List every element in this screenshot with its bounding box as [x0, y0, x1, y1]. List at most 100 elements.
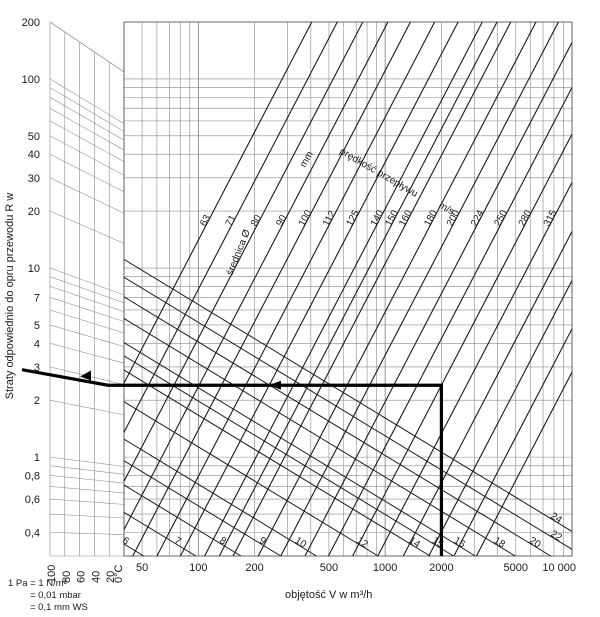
- y-tick-label: 10: [28, 263, 40, 275]
- velocity-line-22: [123, 276, 573, 550]
- x-tick-label: 50: [136, 562, 148, 574]
- example-arrow-main: [268, 380, 281, 390]
- y-tick-label: 0,8: [25, 470, 40, 482]
- temperature-grid-line: [49, 465, 125, 475]
- x-tick-label: 5000: [504, 562, 528, 574]
- temperature-grid-line: [49, 309, 125, 334]
- diameter-line-100: [132, 21, 411, 557]
- y-tick-label: 7: [34, 292, 40, 304]
- diameter-label-90: 90: [274, 213, 289, 228]
- velocity-label-18: 18: [492, 535, 508, 550]
- diameter-line-180: [257, 21, 537, 557]
- temperature-grid-line: [49, 297, 125, 322]
- diameter-line-112: [156, 21, 436, 557]
- diameter-header: średnica Ø: [225, 228, 253, 277]
- temperature-grid-line: [49, 210, 125, 244]
- velocity-line-15: [123, 355, 454, 557]
- temperature-grid-line: [49, 267, 125, 296]
- diameter-line-160: [232, 21, 512, 557]
- temperature-grid-line: [49, 456, 125, 467]
- temperature-grid-line: [49, 475, 125, 484]
- temperature-grid-line: [49, 21, 125, 73]
- y-tick-label: 3: [34, 362, 40, 374]
- diameter-line-90: [123, 21, 389, 530]
- temperature-grid-line: [49, 87, 125, 132]
- temperature-grid-line: [49, 135, 125, 176]
- axis-ticks: 100 80 60 40 200,40,60,812345710203040501002…: [22, 17, 576, 583]
- example-path: [21, 368, 444, 556]
- unit-note-line-3: = 0,1 mm WS: [30, 602, 88, 613]
- plot-frame: [123, 21, 573, 557]
- temperature-tick-label: 20: [105, 571, 117, 583]
- temperature-unit-label: 0°C: [113, 564, 125, 583]
- x-tick-label: 1000: [373, 562, 397, 574]
- diameter-line-250: [327, 87, 573, 557]
- temperature-correction-grid: [49, 21, 125, 557]
- velocity-line-10: [123, 438, 317, 557]
- temperature-grid-line: [49, 120, 125, 162]
- temperature-tick-label: 80: [61, 571, 73, 583]
- y-tick-label: 20: [28, 206, 40, 218]
- x-tick-label: 2000: [429, 562, 453, 574]
- diameter-label-63: 63: [198, 213, 213, 228]
- temperature-grid-line: [49, 286, 125, 312]
- velocity-label-10: 10: [293, 535, 309, 550]
- x-tick-label: 500: [320, 562, 338, 574]
- x-tick-label: 100: [189, 562, 207, 574]
- diameter-label-80: 80: [249, 213, 264, 228]
- velocity-line-9: [123, 460, 282, 557]
- velocity-line-12: [123, 401, 379, 557]
- example-path-line: [21, 368, 444, 556]
- x-axis-title: objętość V w m³/h: [285, 589, 372, 601]
- y-tick-label: 1: [34, 452, 40, 464]
- temperature-grid-line: [49, 513, 125, 519]
- main-grid: [123, 21, 573, 557]
- diameter-line-150: [218, 21, 498, 557]
- temperature-grid-line: [49, 532, 125, 535]
- temperature-grid-line: [49, 78, 125, 124]
- diameter-line-80: [123, 21, 364, 482]
- temperature-tick-label: 60: [76, 571, 88, 583]
- temperature-grid-line: [49, 498, 125, 505]
- y-tick-label: 5: [34, 320, 40, 332]
- velocity-label-22: 22: [548, 529, 564, 544]
- temperature-grid-line: [49, 399, 125, 416]
- diameter-line-224: [304, 42, 573, 557]
- velocity-line-20: [123, 296, 552, 557]
- y-tick-label: 50: [28, 131, 40, 143]
- temperature-tick-label: 40: [90, 571, 102, 583]
- velocity-label-9: 9: [257, 535, 268, 548]
- diameter-line-315: [377, 182, 573, 557]
- diameter-line-125: [179, 21, 459, 557]
- diameter-label-71: 71: [224, 213, 239, 228]
- example-arrow-temperature: [80, 370, 91, 381]
- velocity-label-14: 14: [407, 535, 423, 550]
- velocity-label-6: 6: [120, 535, 131, 548]
- temperature-grid-line: [49, 343, 125, 364]
- velocity-label-16: 16: [452, 535, 468, 550]
- diameter-line-500: [475, 371, 573, 557]
- diameter-line-280: [352, 133, 573, 557]
- y-tick-label: 30: [28, 173, 40, 185]
- y-tick-label: 100: [22, 74, 40, 86]
- temperature-grid-line: [49, 324, 125, 347]
- velocity-label-7: 7: [172, 535, 183, 548]
- y-tick-label: 0,4: [25, 527, 40, 539]
- diameter-line-355: [402, 231, 573, 557]
- unit-note-line-1: 1 Pa = 1 N/m²: [8, 578, 67, 589]
- velocity-line-6: [123, 543, 144, 557]
- velocity-line-16: [123, 342, 476, 557]
- velocity-label-24: 24: [548, 511, 564, 526]
- diameter-line-400: [428, 280, 573, 557]
- unit-note-line-2: = 0,01 mbar: [30, 590, 81, 601]
- diameter-line-450: [453, 328, 573, 557]
- y-axis-title: Straty odpowiednio do opru przewodu R w: [4, 193, 16, 400]
- y-tick-label: 4: [34, 338, 40, 350]
- temperature-grid-line: [49, 97, 125, 141]
- temperature-grid-line: [49, 177, 125, 214]
- y-tick-label: 200: [22, 17, 40, 29]
- diameter-line-140: [204, 21, 483, 557]
- velocity-label-20: 20: [527, 535, 543, 550]
